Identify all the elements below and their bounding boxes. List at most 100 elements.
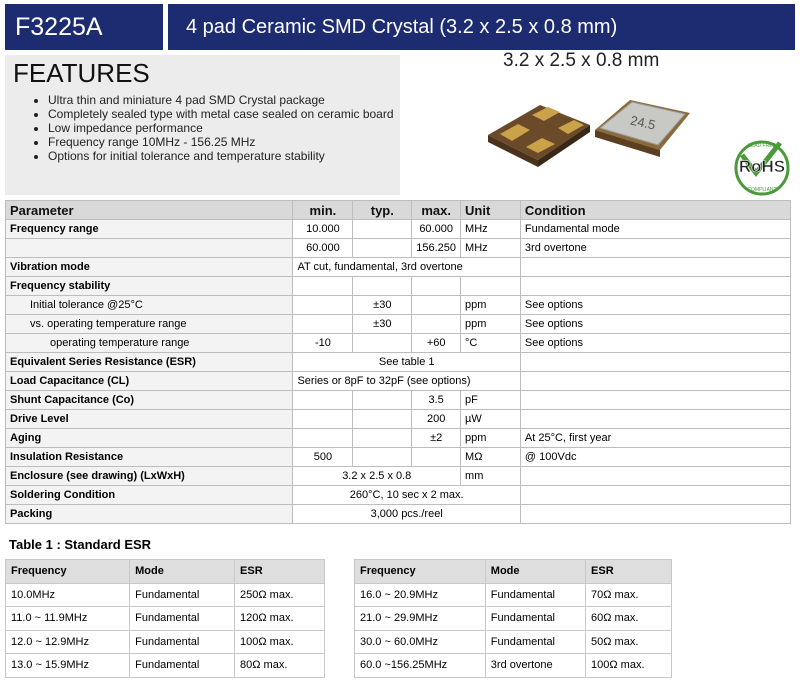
esr-table: Frequency Mode ESR 10.0MHz Fundamental 250Ω m… <box>4 559 325 678</box>
esr-row: 60.0 ~156.25MHz 3rd overtone 100Ω max. <box>354 653 672 678</box>
cell: 60.000 <box>411 219 462 239</box>
product-image: 24.5 RoHS LEAD FREE COMPLIANT <box>488 100 790 196</box>
esr-row: 30.0 ~ 60.0MHz Fundamental 50Ω max. <box>354 629 672 654</box>
features-title: FEATURES <box>13 58 150 88</box>
feature-item: Frequency range 10MHz - 156.25 MHz <box>48 135 394 149</box>
spec-row: Aging ±2 ppm At 25°C, first year <box>4 428 792 448</box>
cell: µW <box>460 409 521 429</box>
spec-row: Frequency range 10.000 60.000 MHz Fundamenta… <box>4 219 792 239</box>
cell: 10.0MHz <box>4 582 131 607</box>
header-cell: Parameter <box>4 200 294 220</box>
cell: 60.0 ~156.25MHz <box>354 653 486 678</box>
header-cell: Mode <box>484 559 587 584</box>
cell: 100Ω max. <box>234 629 325 654</box>
spec-row: Packing 3,000 pcs./reel <box>4 504 792 524</box>
header-row: Frequency Mode ESR <box>4 559 325 584</box>
header-row: Frequency Mode ESR <box>354 559 672 584</box>
rohs-check <box>740 141 782 178</box>
cell: operating temperature range <box>4 333 294 353</box>
cell: Fundamental mode <box>519 219 792 239</box>
spec-row: Vibration mode AT cut, fundamental, 3rd o… <box>4 257 792 277</box>
crystal-pad <box>558 120 584 134</box>
cell <box>519 352 792 372</box>
features-list: Ultra thin and miniature 4 pad SMD Cryst… <box>5 93 394 163</box>
cell: Soldering Condition <box>4 485 294 505</box>
cell <box>519 466 792 486</box>
cell: Series or 8pF to 32pF (see options) <box>292 371 521 391</box>
cell: 100Ω max. <box>585 653 672 678</box>
cell <box>352 276 413 296</box>
header-cell: ESR <box>234 559 325 584</box>
cell <box>292 295 354 315</box>
cell: Drive Level <box>4 409 294 429</box>
cell: 70Ω max. <box>585 582 672 607</box>
rohs-top: LEAD FREE <box>748 143 776 149</box>
rohs-bottom: COMPLIANT <box>747 187 776 193</box>
cell: Fundamental <box>129 653 236 678</box>
esr-row: 21.0 ~ 29.9MHz Fundamental 60Ω max. <box>354 606 672 631</box>
cell: Load Capacitance (CL) <box>4 371 294 391</box>
cell <box>292 409 354 429</box>
spec-row: Insulation Resistance 500 MΩ @ 100Vdc <box>4 447 792 467</box>
esr-table: Frequency Mode ESR 16.0 ~ 20.9MHz Fundamenta… <box>354 559 672 678</box>
spec-row: 60.000 156.250 MHz 3rd overtone <box>4 238 792 258</box>
cell: 60Ω max. <box>585 606 672 631</box>
cell: 500 <box>292 447 354 467</box>
esr-row: 16.0 ~ 20.9MHz Fundamental 70Ω max. <box>354 582 672 607</box>
esr-row: 13.0 ~ 15.9MHz Fundamental 80Ω max. <box>4 653 325 678</box>
spec-row: Initial tolerance @25°C ±30 ppm See options <box>4 295 792 315</box>
header-cell: Mode <box>129 559 236 584</box>
cell <box>4 238 294 258</box>
cell: 13.0 ~ 15.9MHz <box>4 653 131 678</box>
cell <box>292 390 354 410</box>
cell <box>411 276 462 296</box>
cell: °C <box>460 333 521 353</box>
crystal-side <box>538 125 590 167</box>
cell <box>460 276 521 296</box>
cell: 60.000 <box>292 238 354 258</box>
cell: At 25°C, first year <box>519 428 792 448</box>
header-cell: Condition <box>519 200 792 220</box>
header-cell: ESR <box>585 559 672 584</box>
crystal-body <box>488 105 590 160</box>
esr-row: 12.0 ~ 12.9MHz Fundamental 100Ω max. <box>4 629 325 654</box>
feature-item: Completely sealed type with metal case s… <box>48 107 394 121</box>
cell: Vibration mode <box>4 257 294 277</box>
cell: Equivalent Series Resistance (ESR) <box>4 352 294 372</box>
cell: mm <box>460 466 521 486</box>
crystal-side <box>488 135 538 167</box>
cell: MHz <box>460 219 521 239</box>
crystal-side <box>595 130 660 157</box>
cell <box>352 390 413 410</box>
cell: Fundamental <box>129 582 236 607</box>
cell: vs. operating temperature range <box>4 314 294 334</box>
cell: 3rd overtone <box>484 653 587 678</box>
cell: Fundamental <box>129 629 236 654</box>
spec-row: Load Capacitance (CL) Series or 8pF to 32… <box>4 371 792 391</box>
spec-row: Soldering Condition 260°C, 10 sec x 2 max… <box>4 485 792 505</box>
cell <box>292 276 354 296</box>
cell <box>519 276 792 296</box>
cell: AT cut, fundamental, 3rd overtone <box>292 257 521 277</box>
spec-row: Shunt Capacitance (Co) 3.5 pF <box>4 390 792 410</box>
cell: 21.0 ~ 29.9MHz <box>354 606 486 631</box>
spec-row: vs. operating temperature range ±30 ppm See… <box>4 314 792 334</box>
crystal-lid <box>598 101 686 146</box>
header-cell: max. <box>411 200 462 220</box>
cell: MΩ <box>460 447 521 467</box>
features-panel: FEATURES Ultra thin and miniature 4 pad … <box>5 55 400 195</box>
cell <box>352 333 413 353</box>
spec-row: Drive Level 200 µW <box>4 409 792 429</box>
cell: 3,000 pcs./reel <box>292 504 521 524</box>
cell: Shunt Capacitance (Co) <box>4 390 294 410</box>
spec-row: Enclosure (see drawing) (LxWxH) 3.2 x 2.5… <box>4 466 792 486</box>
cell: -10 <box>292 333 354 353</box>
cell <box>411 314 462 334</box>
cell <box>352 238 413 258</box>
cell: Frequency stability <box>4 276 294 296</box>
cell: MHz <box>460 238 521 258</box>
cell <box>292 428 354 448</box>
cell <box>352 219 413 239</box>
esr-title: Table 1 : Standard ESR <box>9 537 152 552</box>
